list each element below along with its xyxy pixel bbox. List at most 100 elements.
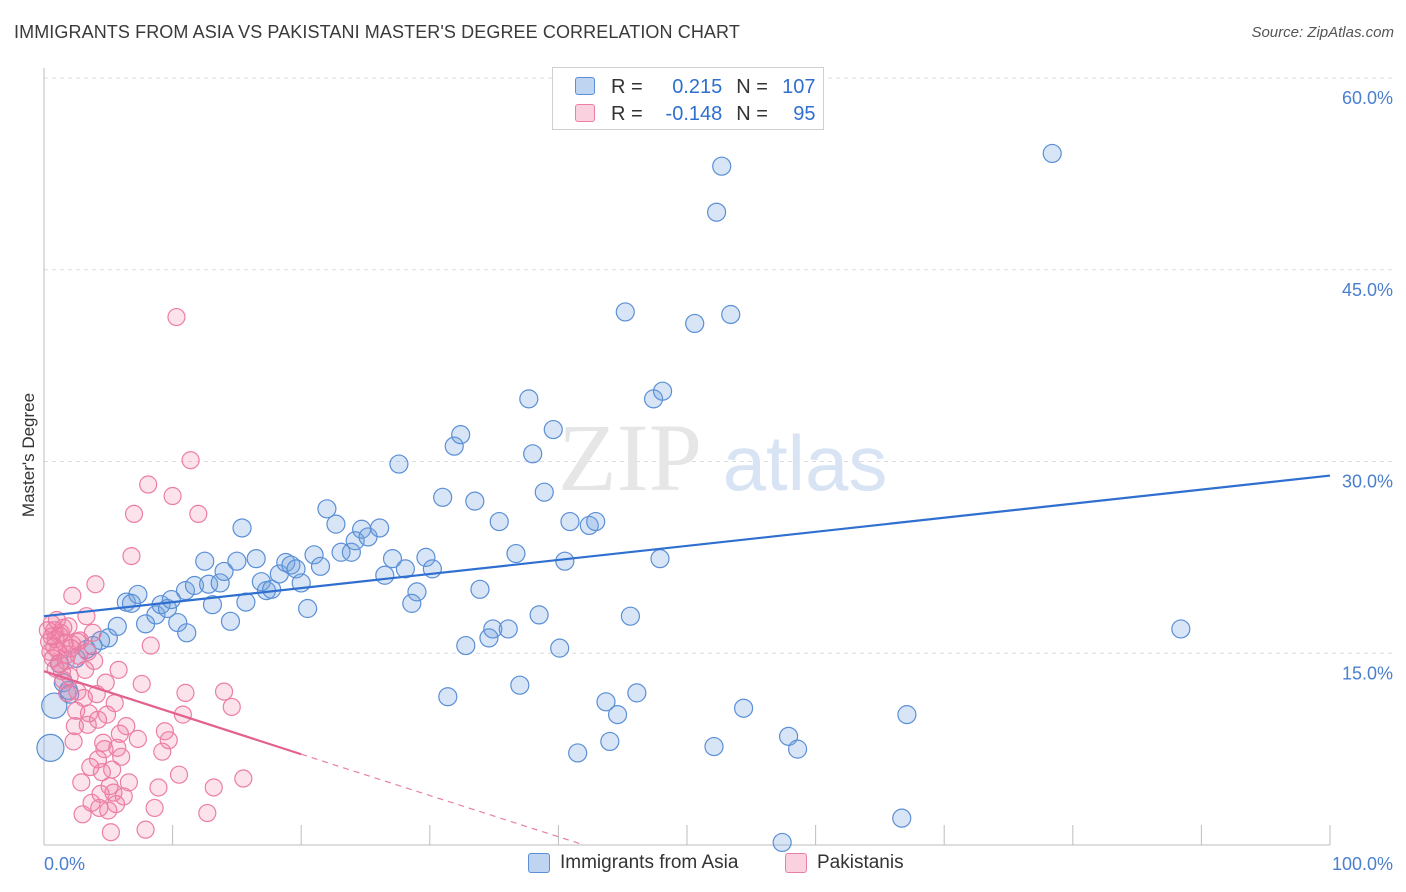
legend-n-value: 107 bbox=[782, 76, 816, 98]
chart-title: IMMIGRANTS FROM ASIA VS PAKISTANI MASTER… bbox=[14, 22, 740, 42]
point-asia-105 bbox=[161, 589, 181, 610]
bottom-legend-swatch-pakistanis bbox=[785, 853, 807, 873]
point-asia-21 bbox=[202, 595, 223, 615]
point-asia-92 bbox=[712, 156, 732, 176]
legend-swatch-asia bbox=[575, 77, 595, 95]
point-pakistanis-77 bbox=[176, 683, 195, 702]
point-asia-43 bbox=[341, 542, 361, 562]
point-asia-8 bbox=[107, 616, 127, 637]
point-pakistanis-64 bbox=[132, 674, 151, 694]
point-asia-82 bbox=[607, 705, 628, 725]
point-asia-81 bbox=[600, 731, 620, 752]
legend-r-label: R = bbox=[611, 76, 649, 98]
point-asia-64 bbox=[483, 619, 503, 639]
axes bbox=[43, 68, 1331, 846]
point-asia-19 bbox=[195, 551, 215, 571]
point-pakistanis-93 bbox=[63, 635, 82, 654]
point-pakistanis-19 bbox=[63, 586, 82, 605]
point-asia-80 bbox=[596, 692, 616, 712]
point-pakistanis-72 bbox=[159, 731, 178, 750]
point-asia-33 bbox=[276, 552, 296, 573]
point-pakistanis-68 bbox=[145, 798, 164, 818]
point-asia-66 bbox=[498, 619, 518, 639]
point-pakistanis-66 bbox=[139, 475, 158, 494]
point-pakistanis-65 bbox=[136, 820, 155, 839]
point-pakistanis-35 bbox=[83, 623, 102, 642]
y-tick-label-0: 15.0% bbox=[1342, 663, 1393, 683]
point-pakistanis-83 bbox=[222, 697, 241, 717]
point-asia-83 bbox=[615, 302, 635, 322]
point-asia-68 bbox=[510, 675, 530, 695]
point-asia-39 bbox=[310, 556, 331, 576]
watermark-atlas: atlas bbox=[723, 419, 888, 507]
point-asia-58 bbox=[444, 436, 464, 456]
legend-r-label: R = bbox=[611, 103, 649, 125]
point-pakistanis-55 bbox=[109, 660, 128, 679]
point-pakistanis-94 bbox=[45, 621, 64, 640]
point-pakistanis-53 bbox=[106, 794, 126, 814]
legend-text-asia: R = 0.215 N = 107 bbox=[611, 76, 816, 99]
watermark-zip: ZIP bbox=[558, 404, 702, 511]
point-asia-76 bbox=[560, 511, 580, 532]
point-pakistanis-81 bbox=[204, 778, 223, 797]
legend-swatch-pakistanis bbox=[575, 104, 595, 122]
point-asia-38 bbox=[304, 545, 324, 565]
point-pakistanis-32 bbox=[79, 704, 99, 723]
legend-r-value: -0.148 bbox=[665, 103, 723, 125]
point-pakistanis-84 bbox=[234, 769, 253, 788]
point-asia-29 bbox=[251, 572, 271, 592]
point-asia-44 bbox=[345, 531, 365, 551]
point-pakistanis-36 bbox=[85, 651, 104, 671]
y-tick-label-2: 45.0% bbox=[1342, 280, 1393, 300]
point-pakistanis-92 bbox=[58, 645, 77, 664]
trend-extension-pakistanis bbox=[301, 753, 585, 846]
point-asia-28 bbox=[246, 549, 266, 569]
point-asia-87 bbox=[650, 549, 670, 569]
legend-text-pakistanis: R = -0.148 N = 95 bbox=[611, 103, 816, 126]
point-asia-84 bbox=[620, 606, 641, 626]
point-asia-57 bbox=[438, 687, 458, 707]
point-asia-52 bbox=[402, 593, 422, 613]
point-asia-40 bbox=[317, 499, 337, 519]
point-pakistanis-26 bbox=[72, 773, 91, 792]
source-label: Source: ZipAtlas.com bbox=[1251, 24, 1394, 41]
bottom-legend-label-pakistanis: Pakistanis bbox=[817, 852, 904, 873]
point-asia-47 bbox=[370, 518, 390, 538]
points-immigrants-from-asia bbox=[36, 143, 1191, 853]
point-asia-26 bbox=[232, 518, 252, 538]
trend-line-pakistanis bbox=[43, 670, 302, 756]
point-asia-59 bbox=[451, 425, 471, 445]
points-pakistanis bbox=[38, 307, 253, 842]
point-asia-99 bbox=[897, 705, 917, 725]
x-tick-label-1: 100.0% bbox=[1332, 854, 1393, 874]
point-pakistanis-33 bbox=[81, 757, 100, 777]
point-asia-85 bbox=[627, 683, 647, 703]
point-asia-18 bbox=[184, 575, 205, 596]
legend-n-label: N = bbox=[736, 103, 774, 125]
point-pakistanis-60 bbox=[119, 773, 138, 792]
point-asia-95 bbox=[772, 832, 792, 853]
point-asia-22 bbox=[210, 573, 230, 593]
point-asia-79 bbox=[586, 511, 606, 532]
point-asia-12 bbox=[146, 605, 166, 625]
point-asia-67 bbox=[506, 543, 526, 564]
point-asia-50 bbox=[389, 454, 409, 474]
point-pakistanis-21 bbox=[65, 717, 84, 736]
legend: R = 0.215 N = 107 R = -0.148 N = 95 bbox=[552, 67, 824, 130]
point-asia-98 bbox=[892, 808, 912, 828]
point-asia-73 bbox=[543, 419, 563, 440]
point-pakistanis-58 bbox=[114, 787, 133, 806]
point-pakistanis-49 bbox=[101, 823, 120, 842]
point-asia-48 bbox=[375, 565, 395, 585]
point-pakistanis-44 bbox=[95, 740, 114, 759]
y-tick-label-1: 30.0% bbox=[1342, 472, 1393, 492]
point-pakistanis-57 bbox=[112, 747, 131, 766]
point-asia-23 bbox=[214, 561, 234, 582]
point-asia-74 bbox=[550, 638, 570, 658]
point-pakistanis-80 bbox=[198, 803, 217, 823]
point-asia-94 bbox=[733, 698, 754, 718]
point-asia-34 bbox=[281, 555, 301, 575]
point-pakistanis-75 bbox=[169, 765, 189, 784]
point-asia-56 bbox=[433, 487, 453, 507]
